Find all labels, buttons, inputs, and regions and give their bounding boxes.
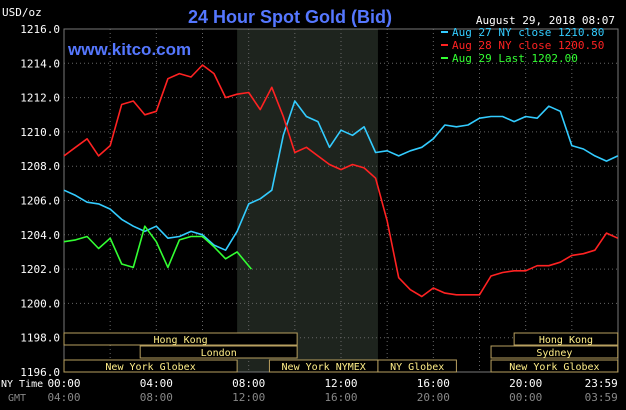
y-tick-label: 1200.0: [20, 297, 60, 310]
y-tick-label: 1216.0: [20, 23, 60, 36]
y-tick-label: 1196.0: [20, 366, 60, 379]
y-tick-label: 1204.0: [20, 229, 60, 242]
session-label: London: [201, 348, 237, 359]
x-tick-ny: 23:59: [585, 377, 618, 390]
timestamp: August 29, 2018 08:07: [476, 14, 615, 27]
session-label: Sydney: [536, 348, 572, 359]
x-tick-gmt: 12:00: [232, 391, 265, 404]
legend-entry: Aug 28 NY close 1200.50: [452, 39, 604, 52]
x-tick-ny: 04:00: [140, 377, 173, 390]
x-axis-gmt-label: GMT: [8, 393, 26, 404]
chart-title: 24 Hour Spot Gold (Bid): [188, 7, 392, 27]
session-label: New York Globex: [105, 362, 195, 373]
y-axis: 1216.0 1214.0 1212.0 1210.0 1208.0 1206.0 1204…: [20, 23, 60, 379]
x-tick-ny: 12:00: [324, 377, 357, 390]
legend-entry: Aug 29 Last 1202.00: [452, 52, 578, 65]
x-tick-gmt: 03:59: [585, 391, 618, 404]
x-axis: 00:0004:0004:0008:0008:0012:0012:0016:00…: [47, 377, 617, 404]
session-bar: [377, 359, 457, 373]
x-tick-gmt: 16:00: [324, 391, 357, 404]
session-bar: [139, 345, 298, 359]
session-bar: [63, 332, 298, 346]
session-label: New York Globex: [509, 362, 599, 373]
session-bar: [490, 345, 619, 359]
y-tick-label: 1210.0: [20, 126, 60, 139]
price-series: [63, 64, 619, 298]
session-label: NY Globex: [390, 362, 444, 373]
x-tick-gmt: 20:00: [417, 391, 450, 404]
legend-entry: Aug 27 NY close 1210.80: [452, 26, 604, 39]
x-tick-gmt: 08:00: [140, 391, 173, 404]
series-line-2: [63, 225, 253, 270]
market-sessions: Hong Kong London New York Globex New York N…: [63, 332, 619, 373]
x-tick-ny: 00:00: [47, 377, 80, 390]
y-tick-label: 1212.0: [20, 92, 60, 105]
x-tick-gmt: 04:00: [47, 391, 80, 404]
series-line-0: [63, 100, 619, 251]
y-tick-label: 1206.0: [20, 195, 60, 208]
session-label: Hong Kong: [539, 335, 593, 346]
y-tick-label: 1208.0: [20, 160, 60, 173]
y-tick-label: 1202.0: [20, 263, 60, 276]
y-tick-label: 1214.0: [20, 57, 60, 70]
series-line-1: [63, 64, 619, 298]
x-axis-ny-label: NY Time: [1, 379, 43, 390]
x-tick-ny: 16:00: [417, 377, 450, 390]
kitco-watermark: www.kitco.com: [67, 40, 191, 59]
x-tick-ny: 08:00: [232, 377, 265, 390]
y-unit-label: USD/oz: [2, 6, 42, 19]
session-bar: [490, 359, 619, 373]
session-bar: [63, 359, 238, 373]
session-bar: [513, 332, 619, 346]
session-label: New York NYMEX: [282, 362, 366, 373]
x-tick-gmt: 00:00: [509, 391, 542, 404]
session-label: Hong Kong: [153, 335, 207, 346]
y-tick-label: 1198.0: [20, 332, 60, 345]
x-tick-ny: 20:00: [509, 377, 542, 390]
